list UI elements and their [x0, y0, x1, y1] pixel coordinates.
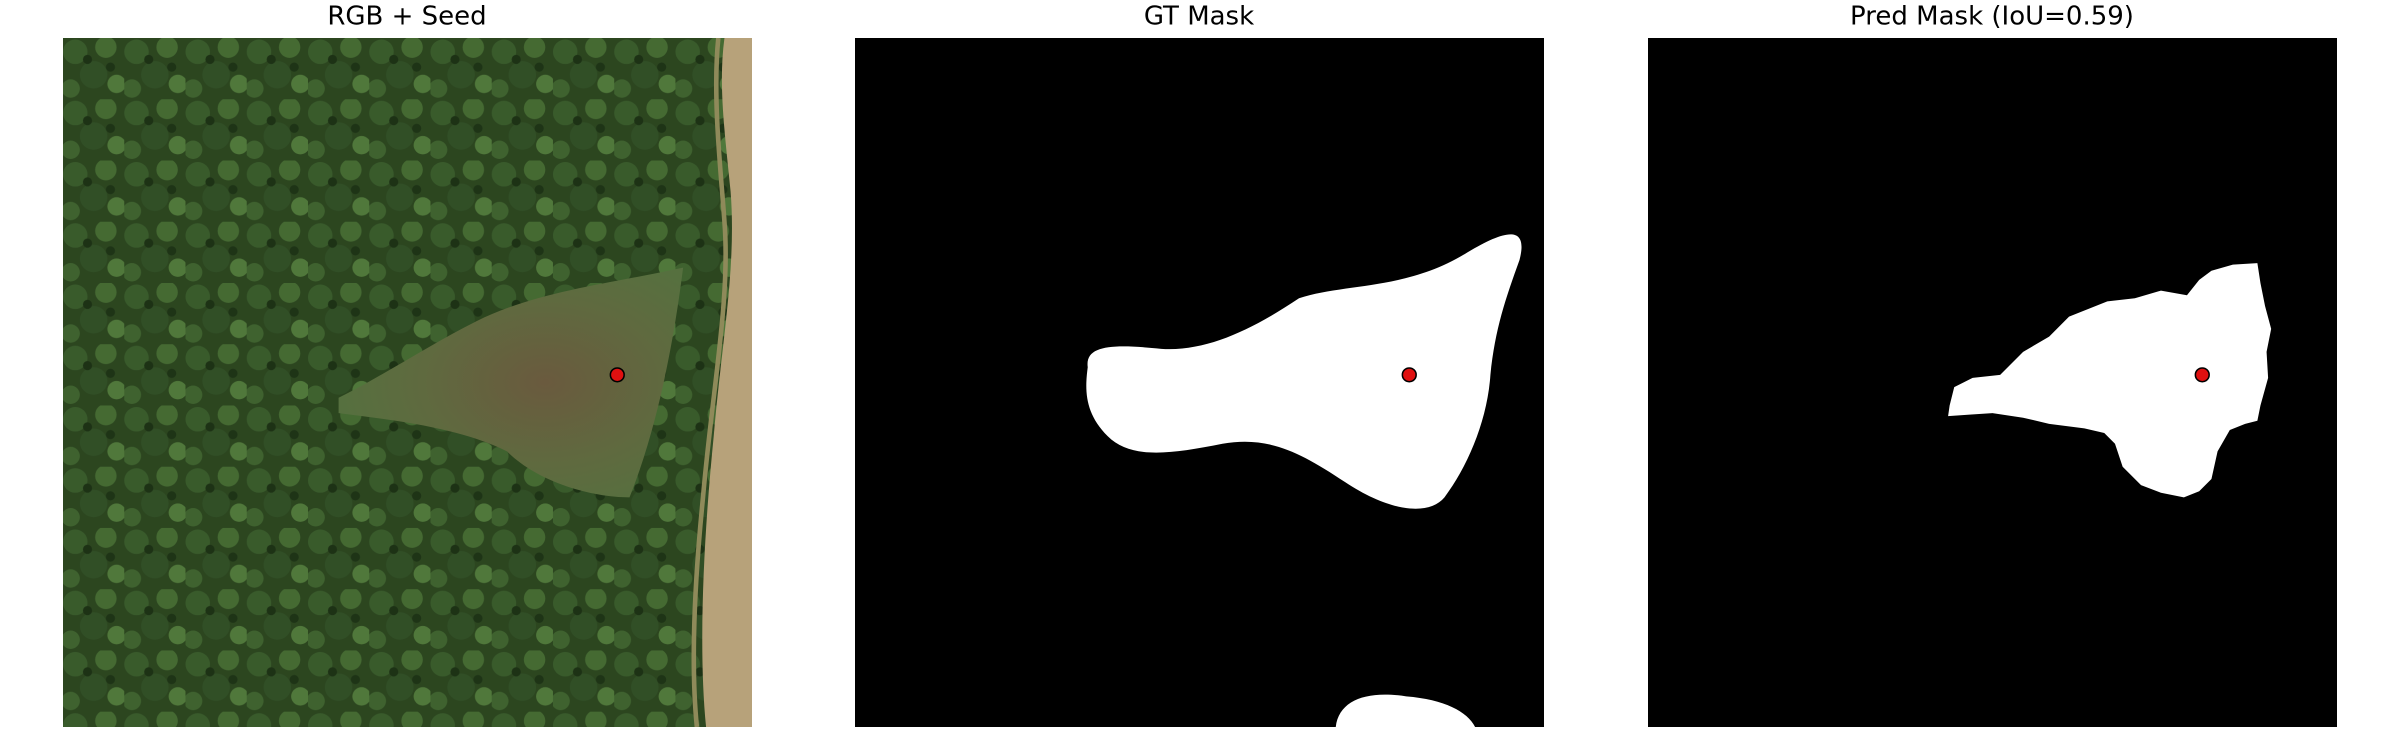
- panel-title: Pred Mask (IoU=0.59): [1850, 2, 2134, 32]
- pred-mask: [1648, 38, 2337, 727]
- panel-title: GT Mask: [1144, 2, 1254, 32]
- rgb-image: [63, 38, 752, 727]
- panel-title: RGB + Seed: [327, 2, 486, 32]
- gt-mask: [855, 38, 1544, 727]
